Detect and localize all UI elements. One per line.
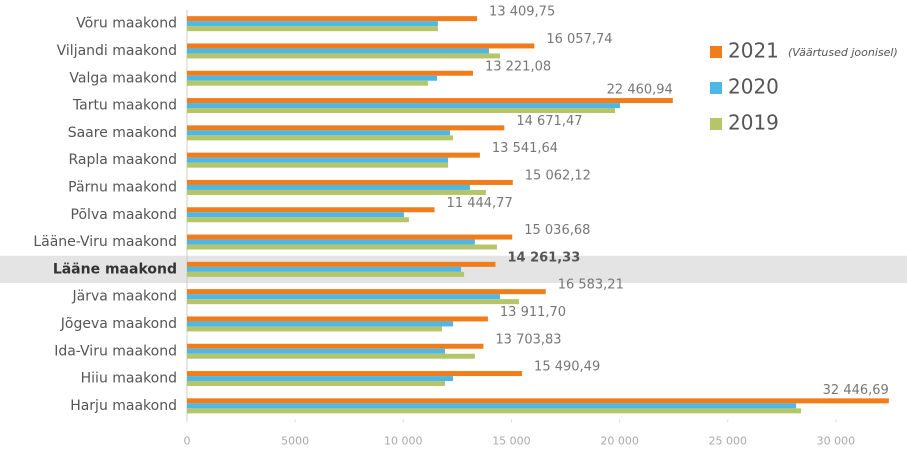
category-label: Tartu maakond <box>72 98 177 114</box>
category-label: Lääne-Viru maakond <box>33 234 177 250</box>
bar <box>187 217 409 223</box>
bar <box>187 16 478 22</box>
bar <box>187 353 475 359</box>
category-label: Harju maakond <box>70 398 177 414</box>
bar <box>187 326 443 332</box>
bar <box>187 299 520 305</box>
bar <box>187 321 454 327</box>
legend-note: (Väärtused joonisel) <box>788 46 898 59</box>
value-label: 13 409,75 <box>489 5 555 20</box>
bar <box>187 135 454 141</box>
bar <box>187 98 673 104</box>
value-label: 11 444,77 <box>447 196 513 211</box>
category-label: Jõgeva maakond <box>60 316 177 332</box>
bar <box>187 289 546 295</box>
value-label: 13 541,64 <box>492 141 558 156</box>
category-label: Rapla maakond <box>68 152 177 168</box>
category-label: Põlva maakond <box>71 207 177 223</box>
bar <box>187 48 489 54</box>
bar <box>187 108 616 114</box>
value-label: 14 261,33 <box>507 250 580 265</box>
value-label: 16 057,74 <box>546 32 612 47</box>
value-label: 16 583,21 <box>558 278 624 293</box>
bar <box>187 184 470 190</box>
bar <box>187 70 473 76</box>
bar <box>187 162 449 168</box>
value-label: 15 490,49 <box>534 360 600 375</box>
legend-label: 2019 <box>728 111 779 135</box>
x-tick-label: 5000 <box>281 435 309 448</box>
bar <box>187 152 480 158</box>
legend-swatch <box>710 82 722 94</box>
bar <box>187 348 446 354</box>
x-tick-label: 30 000 <box>817 435 856 448</box>
value-label: 13 703,83 <box>495 332 561 347</box>
x-tick-label: 15 000 <box>492 435 531 448</box>
bar <box>187 239 475 245</box>
bar <box>187 53 500 59</box>
category-label: Valga maakond <box>69 70 177 86</box>
bar <box>187 234 513 240</box>
value-label: 13 221,08 <box>485 59 551 74</box>
x-tick-label: 25 000 <box>709 435 748 448</box>
bar <box>187 244 497 250</box>
legend-swatch <box>710 118 722 130</box>
x-tick-label: 20 000 <box>600 435 639 448</box>
bar <box>187 376 454 382</box>
bar <box>187 21 438 27</box>
bar <box>187 261 496 267</box>
bar <box>187 130 451 136</box>
bar <box>187 26 438 32</box>
value-label: 15 062,12 <box>525 168 591 183</box>
bar <box>187 403 797 409</box>
value-label: 32 446,69 <box>823 383 889 398</box>
category-label: Hiiu maakond <box>81 371 177 387</box>
bar <box>187 103 621 109</box>
value-label: 13 911,70 <box>500 305 566 320</box>
bar <box>187 189 486 195</box>
category-label: Viljandi maakond <box>57 43 177 59</box>
bar <box>187 80 428 86</box>
bar <box>187 408 802 414</box>
value-label: 14 671,47 <box>516 114 582 129</box>
category-label: Järva maakond <box>71 289 177 305</box>
category-label: Võru maakond <box>76 16 177 32</box>
value-label: 22 460,94 <box>607 83 673 98</box>
category-label: Saare maakond <box>68 125 177 141</box>
x-tick-label: 0 <box>184 435 191 448</box>
bar <box>187 316 488 322</box>
category-label: Ida-Viru maakond <box>54 343 177 359</box>
x-tick-label: 10 000 <box>384 435 423 448</box>
bar <box>187 207 435 213</box>
category-label: Lääne maakond <box>53 261 177 277</box>
bar <box>187 179 513 185</box>
bar <box>187 271 465 277</box>
legend-swatch <box>710 46 722 58</box>
bar <box>187 398 889 404</box>
legend-label: 2021 <box>728 39 779 63</box>
value-label: 15 036,68 <box>524 223 590 238</box>
bar <box>187 371 523 377</box>
bar <box>187 75 438 81</box>
bar <box>187 343 484 349</box>
bar <box>187 266 462 272</box>
category-label: Pärnu maakond <box>68 179 177 195</box>
bar <box>187 43 535 49</box>
bar <box>187 157 449 163</box>
bar <box>187 212 404 218</box>
legend-label: 2020 <box>728 75 779 99</box>
bar <box>187 125 505 131</box>
bar <box>187 381 446 387</box>
bar <box>187 294 500 300</box>
